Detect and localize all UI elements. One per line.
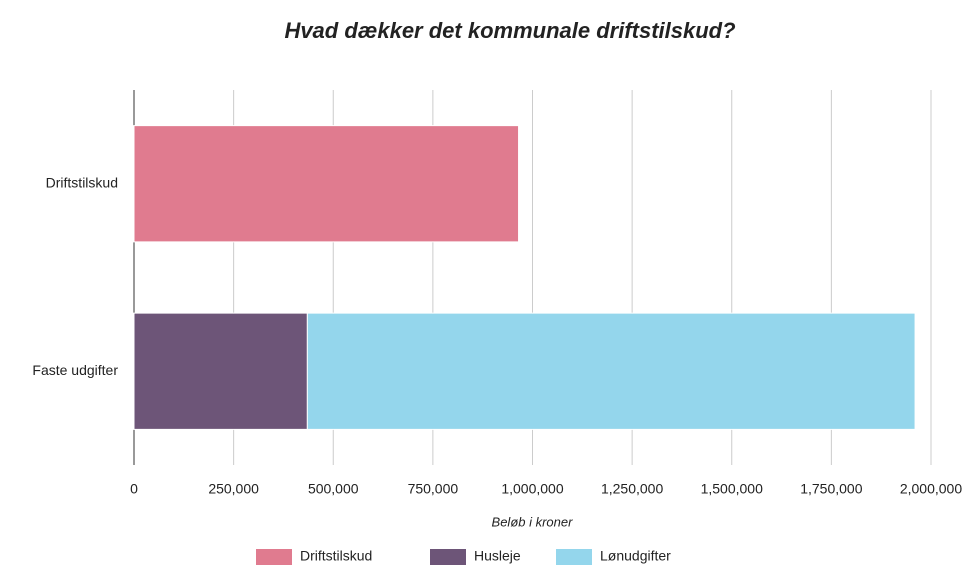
legend-label: Husleje — [474, 548, 521, 564]
bar — [306, 312, 916, 430]
chart-title: Hvad dækker det kommunale driftstilskud? — [284, 18, 735, 43]
legend-swatch — [256, 549, 292, 565]
y-tick-label: Faste udgifter — [32, 362, 118, 378]
y-tick-label: Driftstilskud — [46, 174, 118, 190]
x-tick-label: 1,250,000 — [601, 481, 663, 497]
legend-label: Lønudgifter — [600, 548, 671, 564]
x-tick-label: 1,000,000 — [501, 481, 563, 497]
legend-label: Driftstilskud — [300, 548, 372, 564]
bar — [133, 125, 520, 243]
x-tick-label: 1,500,000 — [701, 481, 763, 497]
x-axis-title: Beløb i kroner — [492, 514, 574, 529]
x-tick-label: 750,000 — [408, 481, 459, 497]
x-tick-label: 2,000,000 — [900, 481, 962, 497]
legend-swatch — [556, 549, 592, 565]
bar — [133, 312, 308, 430]
x-tick-label: 500,000 — [308, 481, 359, 497]
x-tick-label: 1,750,000 — [800, 481, 862, 497]
legend-swatch — [430, 549, 466, 565]
x-tick-label: 250,000 — [208, 481, 259, 497]
x-tick-label: 0 — [130, 481, 138, 497]
